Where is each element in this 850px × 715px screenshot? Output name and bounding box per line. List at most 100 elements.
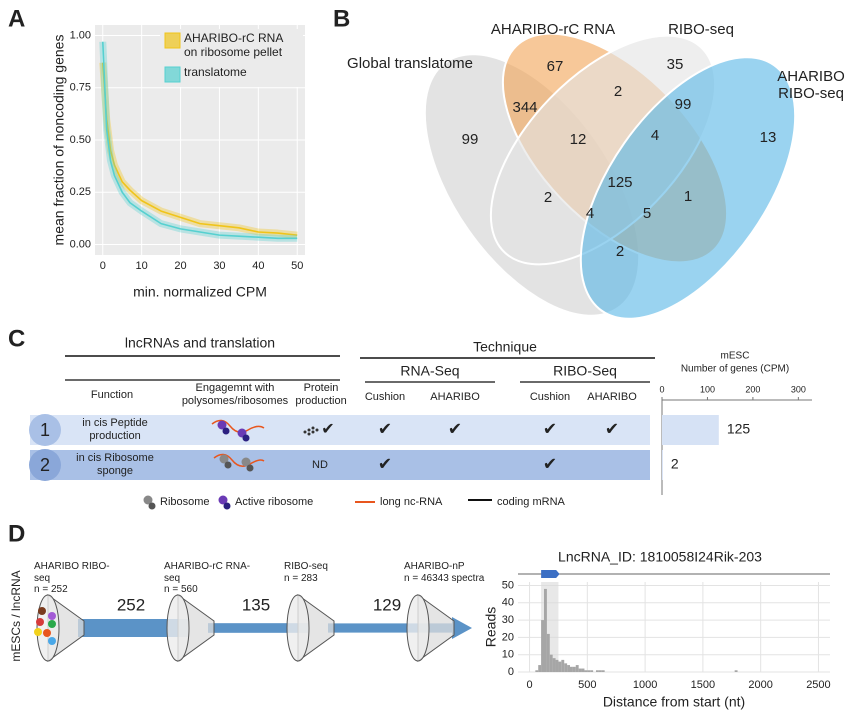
histogram-bar [549, 654, 553, 672]
region-count: 99 [462, 131, 479, 148]
step-label: n = 560 [164, 584, 198, 595]
funnel-mouth [406, 594, 430, 662]
x-tick-label: 300 [791, 384, 806, 394]
gene-dot [38, 607, 46, 615]
region-count: 2 [614, 83, 622, 100]
x-tick-label: 20 [174, 260, 186, 272]
region-count: 35 [667, 56, 684, 73]
x-tick-label: 30 [213, 260, 225, 272]
region-count: 12 [570, 131, 587, 148]
histogram-bar [590, 670, 594, 672]
step-label-box: AHARIBO-nPn = 46343 spectra [404, 561, 485, 584]
x-tick-label: 100 [700, 384, 715, 394]
histogram-bar [541, 620, 544, 672]
step-label: AHARIBO-rC RNA-seq [164, 561, 251, 584]
histogram-bar [544, 588, 547, 672]
active-ribosome-icon [211, 419, 265, 442]
column-header: Engagemnt with polysomes/ribosomes [181, 382, 289, 407]
region-count: 2 [616, 243, 624, 260]
y-tick-label: 0.75 [70, 82, 91, 94]
technique-name: RIBO-Seq [553, 363, 617, 379]
set-label: Global translatome [347, 55, 473, 72]
histogram-bar [578, 668, 582, 672]
gene-dot [48, 620, 56, 628]
check-cell: ✔ [543, 454, 557, 473]
row-band [30, 450, 650, 480]
row-band [30, 415, 650, 445]
x-tick-label: 200 [745, 384, 760, 394]
line [101, 62, 298, 236]
y-tick-label: 0.00 [70, 238, 91, 250]
histogram-bar [567, 665, 570, 672]
y-tick-label: 40 [502, 597, 514, 609]
row-badge [29, 449, 61, 481]
column-header: Cushion [530, 391, 570, 403]
y-axis-label: Reads [483, 607, 499, 647]
histogram-bar [564, 663, 568, 672]
protein-cell: ND [312, 459, 328, 471]
peptide-icon [303, 426, 319, 436]
y-tick-label: 20 [502, 631, 514, 643]
column-header-box: Protein production [295, 382, 347, 407]
region-count: 5 [643, 205, 651, 222]
y-tick-label: 1.00 [70, 29, 91, 41]
histogram-bar [598, 670, 602, 672]
column-header: AHARIBO [587, 391, 637, 403]
region-count: 125 [607, 174, 632, 191]
venn-set [579, 56, 797, 320]
check-cell: ✔ [448, 419, 462, 438]
histogram-bar [581, 668, 585, 672]
funnel-mouth [286, 594, 310, 662]
histogram-bar [546, 633, 550, 672]
step-label: n = 46343 spectra [404, 572, 485, 584]
gene-feature [541, 570, 560, 578]
flow-label: 135 [242, 595, 270, 614]
protein-cell: ✔ [321, 421, 334, 438]
technique-name: RNA-Seq [400, 363, 459, 379]
set-label-box: AHARIBO RIBO-seq [777, 68, 845, 103]
histogram-bar [552, 658, 556, 672]
step-label: n = 252 [34, 584, 68, 595]
x-tick-label: 10 [136, 260, 148, 272]
value-label: 2 [671, 456, 679, 472]
y-tick-label: 0 [508, 666, 514, 678]
line [101, 41, 298, 240]
panel-label: D [8, 520, 25, 547]
column-header: Cushion [365, 391, 405, 403]
legend-swatch [164, 66, 181, 83]
row-number: 1 [40, 420, 50, 440]
region-count: 1 [684, 188, 692, 205]
column-header: Protein production [295, 382, 347, 407]
x-axis-label: min. normalized CPM [133, 284, 267, 300]
step-label: AHARIBO-nP [404, 561, 465, 572]
set-label: AHARIBO RIBO-seq [777, 68, 845, 103]
x-axis-label: Distance from start (nt) [603, 694, 745, 710]
side-label: mESCs / lncRNA [9, 570, 23, 661]
legend-background [160, 29, 303, 87]
ribosome-icon [213, 453, 265, 472]
gene-dot [48, 612, 56, 620]
flow-label: 129 [373, 595, 401, 614]
x-tick-label: 0 [659, 384, 664, 394]
funnel-mouth [166, 594, 190, 662]
column-header-box: Engagemnt with polysomes/ribosomes [181, 382, 289, 407]
y-tick-label: 0.50 [70, 134, 91, 146]
row-badge [29, 414, 61, 446]
legend-icon [143, 495, 492, 510]
y-tick-label: 30 [502, 614, 514, 626]
histogram-bar [535, 670, 539, 672]
flow-band [328, 623, 452, 633]
histogram-bar [555, 659, 559, 672]
region-count: 4 [586, 205, 594, 222]
flow-band [208, 623, 308, 633]
row-function-box: in cis Ribosome sponge [76, 452, 154, 477]
chart-title: mESC [721, 351, 750, 362]
legend-label: coding mRNA [497, 496, 566, 508]
step-label: n = 283 [284, 572, 318, 584]
legend-label-box: translatome [184, 66, 247, 79]
gene-dot [34, 628, 42, 636]
legend-label: AHARIBO-rC RNA on ribosome pellet [184, 32, 283, 59]
region-count: 344 [512, 99, 537, 116]
legend-label-box: AHARIBO-rC RNA on ribosome pellet [184, 32, 283, 59]
